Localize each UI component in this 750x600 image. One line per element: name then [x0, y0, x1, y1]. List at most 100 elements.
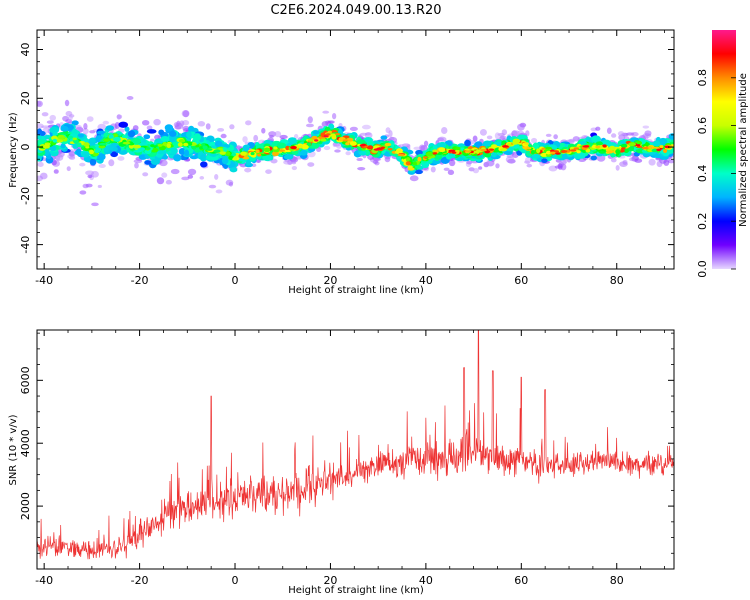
heatmap-blob	[554, 165, 563, 169]
heatmap-blob	[474, 141, 483, 148]
heatmap-blob	[659, 145, 664, 149]
heatmap-blob	[652, 140, 661, 147]
heatmap-blob	[242, 136, 248, 143]
heatmap-blob	[573, 147, 580, 150]
heatmap-blob	[117, 156, 125, 161]
heatmap-blob	[345, 142, 350, 146]
heatmap-blob	[41, 112, 49, 117]
x-tick-label: 60	[514, 574, 528, 587]
heatmap-blob	[65, 119, 73, 123]
heatmap-blob	[162, 154, 168, 160]
y-tick-label: 6000	[19, 366, 32, 394]
heatmap-blob	[448, 159, 456, 167]
heatmap-blob	[187, 174, 194, 179]
heatmap-blob	[105, 125, 115, 131]
heatmap-blob	[72, 128, 78, 135]
heatmap-blob	[314, 139, 319, 142]
y-tick-label: -40	[19, 236, 32, 254]
heatmap-blob	[131, 137, 141, 145]
heatmap-blob	[269, 134, 274, 139]
heatmap-blob	[242, 144, 250, 152]
heatmap-blob	[122, 141, 131, 145]
heatmap-blob	[118, 121, 129, 128]
heatmap-blob	[150, 144, 155, 148]
heatmap-blob	[37, 135, 43, 140]
heatmap-blob	[98, 163, 106, 169]
heatmap-blob	[569, 146, 575, 151]
heatmap-blob	[64, 99, 70, 107]
heatmap-blob	[623, 148, 629, 154]
heatmap-blob	[448, 153, 457, 159]
heatmap-blob	[283, 159, 293, 165]
heatmap-blob	[108, 159, 115, 167]
heatmap-blob	[359, 151, 367, 156]
heatmap-blob	[181, 110, 190, 118]
heatmap-blob	[332, 112, 337, 120]
heatmap-blob	[349, 126, 358, 132]
colorbar: 0.0 0.2 0.4 0.6 0.8 Normalized spectral ampl…	[696, 30, 749, 278]
heatmap-blob	[89, 158, 97, 166]
heatmap-blob	[443, 167, 450, 171]
heatmap-blob	[397, 153, 405, 157]
heatmap-blob	[615, 149, 621, 154]
heatmap-blob	[49, 126, 60, 134]
heatmap-blob	[261, 127, 266, 134]
heatmap-blob	[184, 149, 190, 157]
x-tick-label: 0	[232, 574, 239, 587]
heatmap-blob	[636, 144, 641, 147]
heatmap-blob	[229, 167, 238, 173]
heatmap-blob	[560, 150, 568, 153]
heatmap-blob	[591, 135, 601, 143]
heatmap-blob	[245, 120, 252, 126]
heatmap-blob	[37, 100, 43, 108]
heatmap-blob	[329, 133, 337, 137]
x-tick-label: 40	[419, 574, 433, 587]
heatmap-blob	[86, 116, 94, 122]
heatmap-blob	[633, 151, 640, 157]
heatmap-blob	[312, 130, 320, 135]
heatmap-blob	[621, 147, 626, 150]
y-tick-label: 40	[19, 43, 32, 57]
heatmap-blob	[361, 124, 371, 130]
heatmap-blob	[272, 151, 279, 157]
heatmap-blob	[536, 148, 541, 154]
heatmap-blob	[132, 125, 139, 131]
heatmap-blob	[262, 155, 272, 161]
heatmap-blob	[274, 130, 282, 138]
heatmap-blob	[342, 139, 349, 142]
heatmap-blob	[255, 149, 260, 154]
heatmap-blob	[437, 136, 447, 142]
heatmap-blob	[307, 116, 313, 124]
heatmap-blob	[228, 181, 234, 187]
heatmap-blob	[291, 165, 298, 171]
heatmap-blob	[146, 129, 157, 134]
heatmap-blob	[197, 121, 206, 127]
heatmap-blob	[611, 133, 617, 138]
heatmap-blob	[447, 169, 455, 176]
heatmap-blob	[630, 131, 639, 137]
snr-series-line	[37, 330, 674, 560]
heatmap-blob	[491, 152, 497, 158]
heatmap-blob	[549, 151, 557, 154]
heatmap-blob	[568, 138, 576, 142]
heatmap-blob	[595, 126, 601, 131]
heatmap-blob	[464, 139, 471, 147]
heatmap-blob	[359, 144, 366, 147]
colorbar-tick-label: 0.6	[696, 117, 709, 135]
heatmap-blob	[634, 158, 643, 163]
heatmap-blob	[323, 145, 331, 151]
snr-y-axis-title: SNR (10 * v/v)	[8, 414, 19, 485]
x-tick-label: 0	[232, 274, 239, 287]
heatmap-blob	[113, 133, 118, 138]
heatmap-blob	[409, 175, 419, 182]
heatmap-blob	[620, 143, 628, 148]
heatmap-blob	[255, 159, 261, 163]
heatmap-blob	[456, 157, 464, 162]
heatmap-blob	[52, 138, 58, 143]
heatmap-blob	[454, 154, 461, 157]
heatmap-blob	[464, 150, 472, 153]
heatmap-blob	[91, 202, 99, 207]
heatmap-blob	[512, 142, 519, 145]
spectrogram-x-axis-title: Height of straight line (km)	[288, 285, 424, 296]
